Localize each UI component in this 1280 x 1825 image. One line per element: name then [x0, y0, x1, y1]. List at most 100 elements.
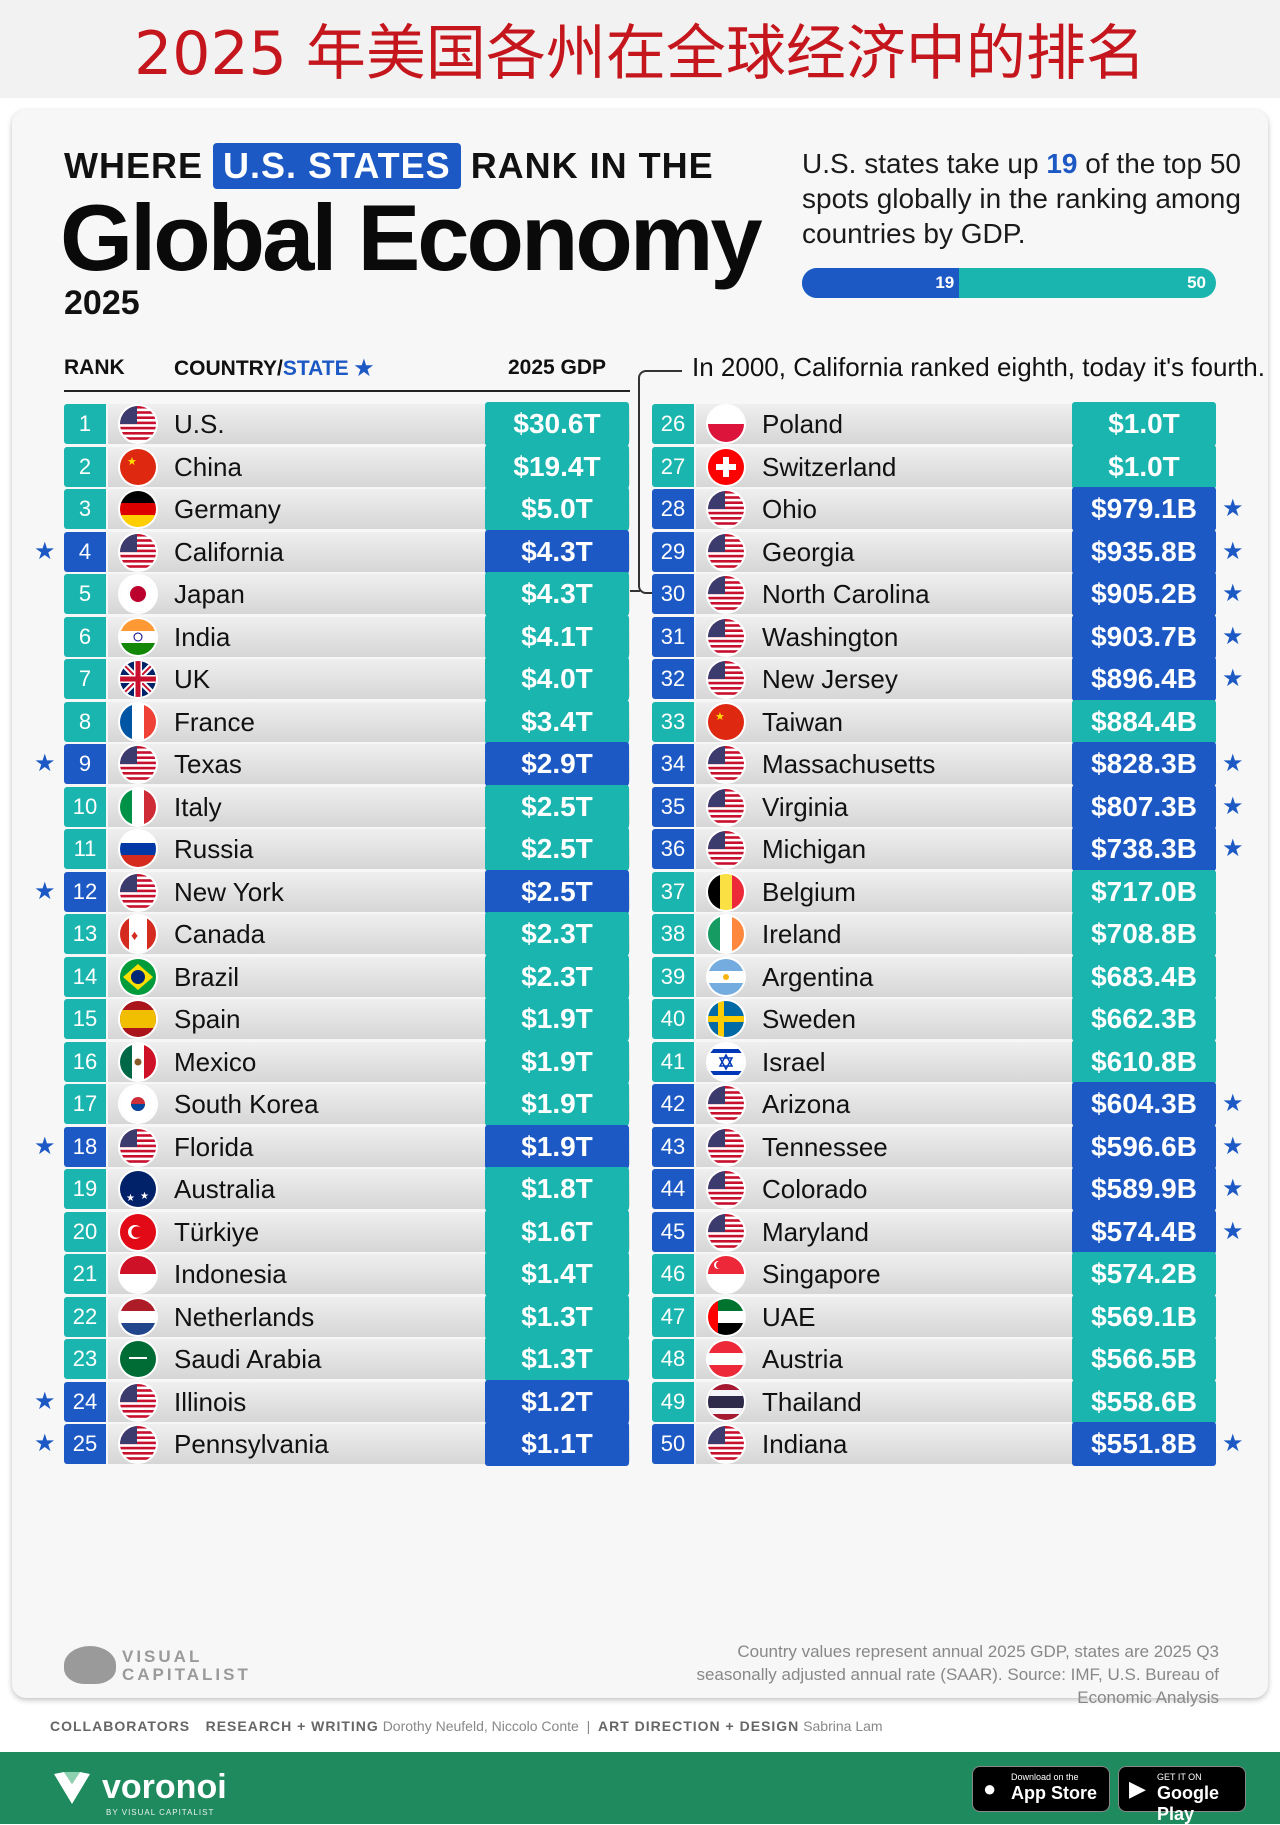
stat-pre: U.S. states take up — [802, 148, 1039, 179]
state-star-icon: ★ — [1222, 537, 1244, 565]
table-row: 8 France $3.4T — [64, 699, 630, 744]
rank-badge: 31 — [652, 616, 694, 657]
gdp-value: $2.9T — [485, 742, 629, 786]
ae-flag-icon — [708, 1298, 744, 1335]
entity-name: Tennessee — [762, 1131, 888, 1162]
gdp-value: $896.4B — [1072, 657, 1216, 701]
state-star-icon: ★ — [1222, 792, 1244, 820]
entity-name: U.S. — [174, 409, 225, 439]
rank-badge: 36 — [652, 829, 694, 869]
gdp-value: $4.1T — [485, 614, 629, 659]
tr-flag-icon — [120, 1213, 156, 1250]
entity-name: Taiwan — [762, 706, 843, 737]
table-row: 34 Massachusetts $828.3B ★ — [652, 742, 1244, 786]
us-flag-icon — [708, 788, 744, 825]
entity-name: Switzerland — [762, 451, 897, 482]
google-play-label: Google Play — [1157, 1783, 1219, 1824]
state-star-icon: ★ — [1222, 1217, 1244, 1245]
entity-name: Maryland — [762, 1216, 869, 1247]
rank-badge: 43 — [652, 1126, 694, 1167]
table-row: 35 Virginia $807.3B ★ — [652, 784, 1244, 829]
google-play-small-text: GET IT ON — [1157, 1772, 1202, 1782]
rank-badge: 21 — [64, 1254, 106, 1294]
rank-badge: 14 — [64, 956, 106, 997]
gdp-value: $683.4B — [1072, 954, 1216, 999]
entity-name: Arizona — [762, 1089, 851, 1119]
rank-badge: 5 — [64, 574, 106, 614]
table-row: 5 Japan $4.3T — [64, 572, 630, 616]
gdp-value: $4.3T — [485, 572, 629, 616]
table-row: 15 Spain $1.9T — [64, 997, 630, 1041]
state-star-icon: ★ — [34, 537, 56, 565]
state-star-icon: ★ — [1222, 580, 1244, 607]
table-row: 41 Israel $610.8B — [652, 1039, 1216, 1084]
stat-number: 19 — [1046, 148, 1078, 179]
gdp-value: $569.1B — [1072, 1294, 1216, 1339]
google-play-button[interactable]: ▶ GET IT ON Google Play — [1118, 1766, 1246, 1824]
state-star-icon: ★ — [1222, 750, 1244, 777]
rank-column-header: RANK — [64, 356, 125, 379]
be-flag-icon — [708, 873, 744, 910]
es-flag-icon — [120, 1001, 156, 1037]
table-row: 4 California $4.3T ★ — [34, 529, 630, 574]
table-row: 16 Mexico $1.9T — [64, 1039, 630, 1084]
rank-badge: 15 — [64, 999, 106, 1039]
rank-badge: 6 — [64, 616, 106, 657]
gdp-value: $551.8B — [1072, 1422, 1216, 1466]
gdp-value: $589.9B — [1072, 1167, 1216, 1211]
entity-name: Saudi Arabia — [174, 1344, 322, 1374]
rank-badge: 19 — [64, 1169, 106, 1209]
rank-badge: 35 — [652, 786, 694, 827]
gdp-value: $1.3T — [485, 1337, 629, 1381]
state-star-icon: ★ — [1222, 1175, 1244, 1202]
gdp-value: $30.6T — [485, 402, 629, 446]
table-row: 10 Italy $2.5T — [64, 784, 630, 829]
entity-name: Illinois — [174, 1386, 247, 1417]
us-flag-icon — [708, 746, 744, 782]
header-pill: U.S. STATES — [213, 143, 461, 189]
mx-flag-icon — [120, 1043, 156, 1080]
gdp-value: $604.3B — [1072, 1082, 1216, 1126]
table-row: 39 Argentina $683.4B — [652, 954, 1216, 999]
table-row: 30 North Carolina $905.2B ★ — [652, 572, 1244, 616]
gdp-value: $4.0T — [485, 657, 629, 701]
entity-name: Singapore — [762, 1259, 881, 1289]
table-row: 2 ★ China $19.4T — [64, 444, 630, 489]
voronoi-logo[interactable]: voronoi — [52, 1768, 227, 1807]
pl-flag-icon — [708, 406, 744, 442]
entity-name: New York — [174, 876, 284, 907]
voronoi-tagline: BY VISUAL CAPITALIST — [106, 1808, 215, 1817]
table-row: 32 New Jersey $896.4B ★ — [652, 657, 1244, 701]
sg-flag-icon — [708, 1256, 744, 1292]
rank-badge: 45 — [652, 1211, 694, 1252]
collaborators-label: COLLABORATORS — [50, 1718, 191, 1734]
table-row: 29 Georgia $935.8B ★ — [652, 529, 1244, 574]
rank-badge: 33 — [652, 701, 694, 742]
entity-name: Germany — [174, 494, 281, 524]
au-flag-icon: ★ ★ — [120, 1171, 156, 1207]
entity-name: Spain — [174, 1004, 241, 1034]
rank-badge: 48 — [652, 1339, 694, 1379]
gdp-value: $566.5B — [1072, 1337, 1216, 1381]
entity-name: UAE — [762, 1301, 816, 1332]
entity-name: North Carolina — [762, 579, 930, 609]
state-star-icon: ★ — [1222, 1090, 1244, 1117]
us-flag-icon — [120, 873, 156, 910]
rank-badge: 13 — [64, 914, 106, 954]
rank-badge: 41 — [652, 1041, 694, 1082]
gdp-value: $738.3B — [1072, 827, 1216, 871]
visual-capitalist-logo-icon — [64, 1646, 116, 1684]
table-row: 7 UK $4.0T — [64, 657, 630, 701]
rank-badge: 7 — [64, 659, 106, 699]
us-flag-icon — [708, 1086, 744, 1122]
state-label: STATE — [282, 357, 349, 380]
rank-badge: 50 — [652, 1424, 694, 1464]
table-row: 13 ♦ Canada $2.3T — [64, 912, 630, 956]
app-store-button[interactable]: ● Download on the App Store — [972, 1766, 1110, 1812]
us-flag-icon — [708, 1171, 744, 1207]
table-row: 3 Germany $5.0T — [64, 487, 630, 531]
ca-flag-icon: ♦ — [120, 916, 156, 952]
stat-bar-label-19: 19 — [935, 273, 955, 292]
table-row: 37 Belgium $717.0B — [652, 869, 1216, 914]
entity-name: Austria — [762, 1344, 843, 1374]
